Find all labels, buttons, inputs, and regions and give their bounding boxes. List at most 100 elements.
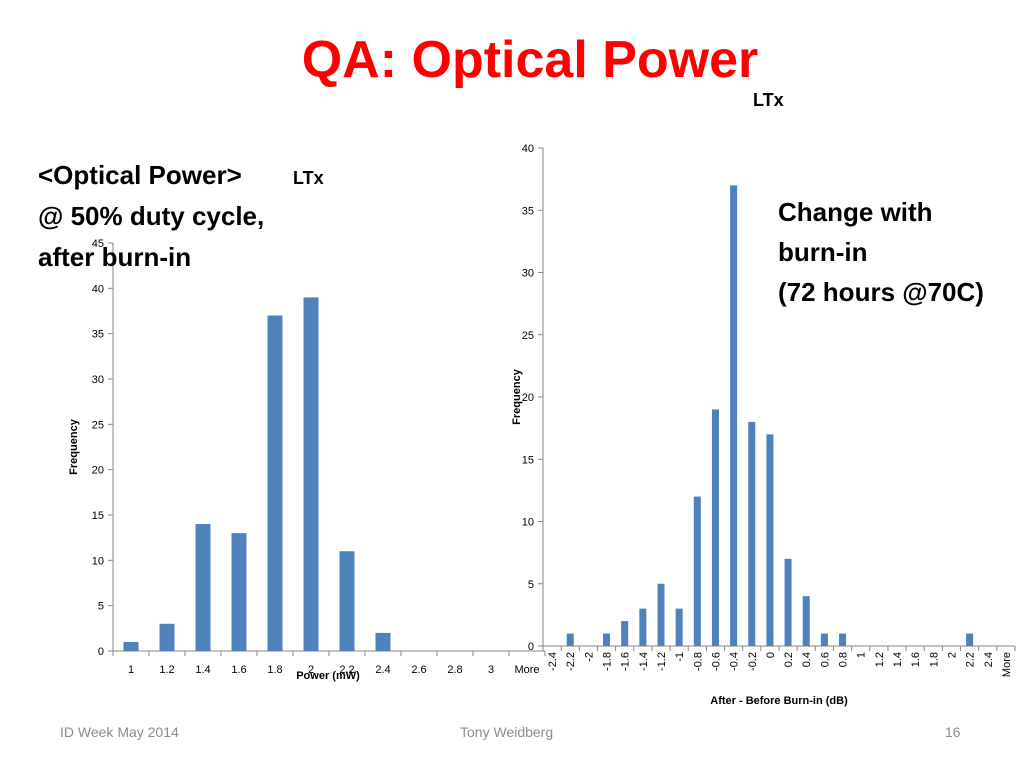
x-tick-label: -1.8: [602, 652, 614, 671]
bar--1: [675, 608, 683, 646]
y-tick-label: 45: [92, 238, 104, 250]
y-tick-label: 20: [522, 392, 534, 404]
bar--0.2: [748, 421, 756, 646]
x-tick-label: 1: [128, 664, 134, 676]
ltx-label-left: LTx: [293, 168, 324, 188]
bar--1.8: [603, 633, 611, 646]
bar--1.4: [639, 608, 647, 646]
left-caption-line-1: <Optical Power>: [38, 160, 242, 190]
y-tick-label: 30: [92, 374, 104, 386]
x-tick-label: 1: [856, 652, 868, 658]
bar-0.4: [802, 596, 810, 646]
x-tick-label: 1.8: [928, 652, 940, 667]
bar-0.8: [839, 633, 847, 646]
x-tick-label: 2: [308, 664, 314, 676]
y-tick-label: 10: [522, 517, 534, 529]
x-tick-label: 3: [488, 664, 494, 676]
x-tick-label: 2.4: [375, 664, 390, 676]
x-tick-label: -2.2: [565, 652, 577, 671]
bar-2.2: [339, 551, 355, 651]
x-tick-label: 1.2: [874, 652, 886, 667]
footer-event: ID Week May 2014: [60, 724, 179, 740]
right-caption-line-1: Change with: [778, 197, 933, 227]
bar-1: [123, 641, 139, 651]
x-tick-label: -0.4: [729, 652, 741, 671]
x-tick-label: 1.4: [195, 664, 210, 676]
y-tick-label: 35: [92, 329, 104, 341]
x-tick-label: 2.6: [411, 664, 426, 676]
x-tick-label: More: [1001, 652, 1013, 677]
right-caption-line-2: burn-in: [778, 237, 868, 267]
bar--1.2: [657, 583, 665, 646]
bar-1.8: [267, 315, 283, 651]
footer-page-number: 16: [945, 724, 961, 740]
y-tick-label: 25: [92, 419, 104, 431]
x-tick-label: 0.2: [783, 652, 795, 667]
x-tick-label: -1.6: [620, 652, 632, 671]
bar--2.2: [566, 633, 574, 646]
x-tick-label: 2.8: [447, 664, 462, 676]
bar-0.2: [784, 558, 792, 646]
x-tick-label: -2: [583, 652, 595, 662]
x-tick-label: 2.4: [983, 652, 995, 667]
y-tick-label: 40: [522, 143, 534, 155]
y-tick-label: 15: [92, 510, 104, 522]
x-axis-title: After - Before Burn-in (dB): [710, 695, 848, 707]
bar-1.4: [195, 524, 211, 651]
bar-2.4: [375, 632, 391, 651]
x-tick-label: 2: [946, 652, 958, 658]
bar-1.2: [159, 623, 175, 651]
y-tick-label: 0: [98, 646, 104, 658]
x-tick-label: 0.8: [838, 652, 850, 667]
footer-author: Tony Weidberg: [460, 724, 554, 740]
right-caption: Change with burn-in (72 hours @70C): [778, 192, 984, 312]
x-tick-label: -1.2: [656, 652, 668, 671]
y-tick-label: 25: [522, 330, 534, 342]
x-tick-label: -2.4: [547, 652, 559, 671]
y-tick-label: 15: [522, 454, 534, 466]
bar--0.6: [711, 409, 719, 646]
bar-2: [303, 297, 319, 651]
bar-2.2: [966, 633, 974, 646]
x-tick-label: 0.4: [801, 652, 813, 667]
x-axis-title: Power (mW): [296, 670, 360, 682]
left-caption-line-3: after burn-in: [38, 242, 192, 272]
x-tick-label: 0.6: [819, 652, 831, 667]
x-tick-label: 1.8: [267, 664, 282, 676]
left-caption-line-2: @ 50% duty cycle,: [38, 201, 265, 231]
x-tick-label: -0.2: [747, 652, 759, 671]
right-caption-line-3: (72 hours @70C): [778, 277, 984, 307]
x-tick-label: -0.8: [692, 652, 704, 671]
x-tick-label: 1.6: [231, 664, 246, 676]
y-tick-label: 30: [522, 268, 534, 280]
slide-title: QA: Optical Power: [301, 31, 759, 89]
bar-0: [766, 434, 774, 646]
x-tick-label: 1.2: [159, 664, 174, 676]
x-tick-label: -1.4: [638, 652, 650, 671]
y-tick-label: 40: [92, 283, 104, 295]
x-tick-label: -1: [674, 652, 686, 662]
y-tick-label: 5: [98, 601, 104, 613]
bar-1.6: [231, 533, 247, 651]
y-tick-label: 20: [92, 465, 104, 477]
x-tick-label: More: [514, 664, 539, 676]
bar--0.8: [693, 496, 701, 646]
x-tick-label: 1.4: [892, 652, 904, 667]
x-tick-label: 2.2: [965, 652, 977, 667]
ltx-label-top: LTx: [753, 90, 784, 110]
x-tick-label: 1.6: [910, 652, 922, 667]
y-tick-label: 0: [528, 641, 534, 653]
y-tick-label: 5: [528, 579, 534, 591]
x-tick-label: 2.2: [339, 664, 354, 676]
left-caption: <Optical Power> @ 50% duty cycle, after …: [38, 155, 264, 278]
y-tick-label: 10: [92, 555, 104, 567]
x-tick-label: 0: [765, 652, 777, 658]
y-axis-title: Frequency: [511, 368, 523, 425]
bar--1.6: [621, 621, 629, 646]
x-tick-label: -0.6: [710, 652, 722, 671]
bar-0.6: [820, 633, 828, 646]
bar--0.4: [730, 185, 738, 646]
y-tick-label: 35: [522, 205, 534, 217]
